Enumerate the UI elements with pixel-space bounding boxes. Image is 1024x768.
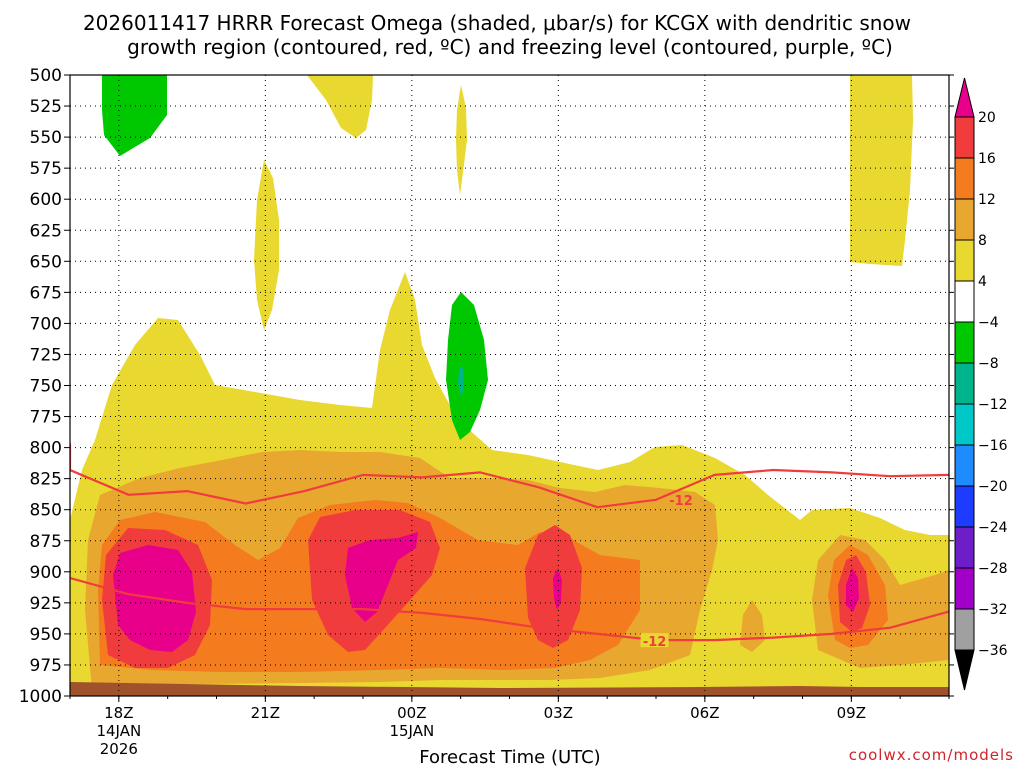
x-tick-label: 21Z xyxy=(251,704,280,722)
x-tick-label: 00Z xyxy=(397,704,426,722)
colorbar-segment xyxy=(954,239,975,282)
y-tick-label: 500 xyxy=(30,66,62,86)
colorbar-segment xyxy=(954,280,975,323)
y-tick-label: 725 xyxy=(30,345,62,365)
omega-contour-4-spike-01z xyxy=(456,85,467,195)
colorbar-label: 12 xyxy=(978,192,996,208)
colorbar-segment xyxy=(954,444,975,487)
y-tick-label: 750 xyxy=(30,377,62,397)
x-axis-label: Forecast Time (UTC) xyxy=(419,747,600,768)
y-tick-label: 975 xyxy=(30,656,62,676)
isotherm-label: -12 xyxy=(669,494,693,509)
colorbar-segment xyxy=(954,608,975,651)
omega-contour-neg4-upper-west xyxy=(102,75,167,156)
colorbar-segment xyxy=(954,362,975,405)
chart-title-line-1: 2026011417 HRRR Forecast Omega (shaded, … xyxy=(83,11,911,35)
isotherm-label: -12 xyxy=(643,635,667,650)
omega-contour-4-upper-east xyxy=(850,75,913,266)
colorbar-label: −16 xyxy=(978,438,1008,454)
colorbar-segment xyxy=(954,526,975,569)
colorbar-segment xyxy=(954,198,975,241)
colorbar-segment xyxy=(954,116,975,159)
y-tick-label: 825 xyxy=(30,470,62,490)
x-tick-label: 06Z xyxy=(690,704,719,722)
colorbar-segment xyxy=(954,567,975,610)
colorbar-label: −36 xyxy=(978,643,1008,659)
isotherm-line xyxy=(70,576,949,642)
y-tick-label: 925 xyxy=(30,594,62,614)
colorbar-segment xyxy=(954,403,975,446)
x-tick-label: 09Z xyxy=(837,704,866,722)
omega-contour-neg4-mid xyxy=(446,292,488,440)
x-gridlines xyxy=(118,75,852,696)
colorbar-segment xyxy=(954,485,975,528)
colorbar-label: −8 xyxy=(978,356,999,372)
colorbar-label: −32 xyxy=(978,602,1008,618)
omega-contour-neg8-mid xyxy=(458,365,464,395)
x-tick-date: 15JAN xyxy=(389,722,434,740)
colorbar-label: 16 xyxy=(978,151,996,167)
omega-contour-20-east xyxy=(553,568,562,610)
colorbar-under-arrow xyxy=(954,649,975,691)
colorbar: 20 16 12 8 4 −4 −8 −12 −16 −20 −24 −28 −32 −36 xyxy=(954,77,1008,691)
chart-title-line-2: growth region (contoured, red, ºC) and f… xyxy=(127,35,893,59)
y-tick-label: 625 xyxy=(30,221,62,241)
isotherm-line xyxy=(70,439,949,509)
y-tick-label: 700 xyxy=(30,314,62,334)
omega-contour-20-central xyxy=(345,532,418,622)
y-tick-label: 600 xyxy=(30,190,62,210)
dgz-isotherms: -12 -12 xyxy=(70,439,949,650)
y-tick-label: 775 xyxy=(30,408,62,428)
y-tick-label: 875 xyxy=(30,532,62,552)
credit-text: coolwx.com/models xyxy=(849,746,1014,764)
colorbar-label: −12 xyxy=(978,397,1008,413)
colorbar-label: 8 xyxy=(978,233,987,249)
y-tick-label: 850 xyxy=(30,501,62,521)
y-tick-label: 550 xyxy=(30,128,62,148)
y-tick-label: 650 xyxy=(30,252,62,272)
terrain xyxy=(70,682,949,696)
colorbar-label: −24 xyxy=(978,520,1008,536)
y-tick-label: 525 xyxy=(30,97,62,117)
omega-contour-4-column-21z xyxy=(254,160,279,330)
x-tick-label: 18Z xyxy=(104,704,133,722)
isotherm-label-bg xyxy=(640,633,669,648)
colorbar-label: −28 xyxy=(978,561,1008,577)
colorbar-over-arrow xyxy=(954,77,975,118)
x-tick-label: 03Z xyxy=(544,704,573,722)
y-tick-label: 800 xyxy=(30,439,62,459)
y-tick-label: 900 xyxy=(30,563,62,583)
x-tick-year: 2026 xyxy=(100,740,138,758)
y-tick-label: 1000 xyxy=(19,687,62,707)
colorbar-segment xyxy=(954,157,975,200)
y-axis: 500 525 550 575 600 625 650 675 700 725 750 775 800 8… xyxy=(19,66,954,707)
colorbar-label: −4 xyxy=(978,315,999,331)
x-tick-date: 14JAN xyxy=(96,722,141,740)
y-tick-label: 675 xyxy=(30,283,62,303)
omega-contour-20-far-east xyxy=(846,568,859,612)
colorbar-segment xyxy=(954,321,975,364)
colorbar-label: −20 xyxy=(978,479,1008,495)
y-tick-label: 950 xyxy=(30,625,62,645)
y-tick-label: 575 xyxy=(30,159,62,179)
colorbar-label: 4 xyxy=(978,274,987,290)
omega-shading xyxy=(70,75,949,696)
colorbar-label: 20 xyxy=(978,110,996,126)
